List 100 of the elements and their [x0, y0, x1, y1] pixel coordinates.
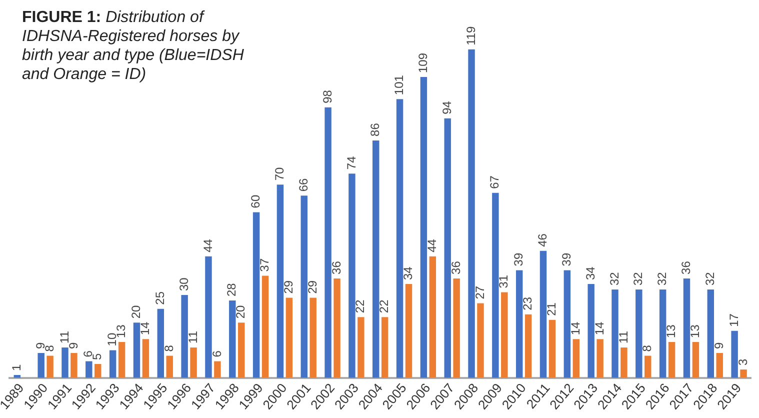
data-label: 36 — [448, 260, 463, 274]
data-label: 60 — [248, 194, 263, 208]
bar — [668, 342, 676, 378]
bar — [644, 356, 652, 378]
bar — [477, 303, 484, 378]
data-label: 17 — [726, 313, 741, 327]
data-label: 74 — [344, 156, 358, 170]
data-label: 44 — [200, 238, 215, 252]
bar — [181, 295, 188, 378]
data-label: 27 — [472, 286, 487, 300]
data-label: 9 — [66, 342, 80, 349]
data-label: 29 — [305, 280, 320, 294]
bar — [612, 290, 618, 378]
bar — [731, 330, 738, 378]
bar — [358, 317, 364, 378]
data-label: 13 — [664, 324, 678, 338]
data-label: 23 — [520, 296, 535, 310]
bar — [492, 192, 499, 378]
bar — [707, 290, 714, 378]
bar — [620, 347, 628, 378]
bar — [659, 290, 666, 378]
bar — [166, 356, 173, 378]
bar — [133, 322, 140, 378]
bar — [214, 361, 221, 378]
data-label: 39 — [559, 252, 574, 266]
data-label: 46 — [536, 233, 550, 247]
data-label: 28 — [224, 282, 239, 297]
bar — [540, 250, 547, 378]
bar — [46, 356, 54, 378]
bar — [716, 352, 723, 378]
data-label: 25 — [152, 291, 167, 305]
bar — [429, 256, 436, 378]
bar — [118, 342, 126, 378]
data-label: 94 — [440, 100, 454, 114]
bar — [405, 284, 412, 378]
bar — [109, 350, 116, 378]
bar — [396, 99, 404, 378]
data-label: 14 — [568, 322, 582, 336]
bar — [468, 49, 475, 378]
data-label: 32 — [607, 272, 622, 286]
data-label: 6 — [210, 350, 224, 358]
bar — [334, 278, 340, 378]
data-label: 36 — [329, 260, 344, 274]
bar — [310, 298, 316, 378]
bar — [524, 314, 532, 378]
data-label: 20 — [129, 304, 144, 319]
bar — [229, 300, 236, 378]
bar — [596, 339, 604, 378]
bar — [740, 370, 747, 378]
data-label: 13 — [688, 324, 702, 338]
data-label: 11 — [616, 330, 630, 344]
data-label: 22 — [377, 299, 392, 314]
data-label: 8 — [640, 344, 654, 352]
data-label: 66 — [296, 178, 310, 192]
data-label: 36 — [679, 260, 694, 274]
bar — [38, 352, 44, 378]
data-label: 101 — [392, 74, 406, 96]
bar — [190, 347, 197, 378]
data-label: 9 — [712, 342, 726, 349]
data-label: 20 — [234, 304, 248, 319]
bar — [564, 270, 571, 378]
bar — [588, 284, 594, 378]
data-label: 109 — [416, 52, 430, 74]
bar — [420, 77, 428, 378]
bar — [252, 212, 260, 378]
data-label: 22 — [353, 299, 368, 314]
bar — [300, 196, 308, 378]
chart-title: FIGURE 1: Distribution of IDHSNA-Registered horses by birth year and type (Blue=IDSH and Orange = ID) — [22, 8, 245, 84]
data-label: 44 — [424, 238, 439, 252]
data-label: 11 — [57, 330, 72, 344]
data-label: 31 — [496, 274, 511, 288]
bar — [142, 339, 150, 378]
data-label: 119 — [464, 26, 478, 46]
bar — [62, 347, 68, 378]
data-label: 37 — [258, 258, 272, 272]
data-label: 32 — [655, 272, 670, 286]
data-label: 32 — [702, 272, 717, 286]
bar — [372, 140, 380, 378]
bar — [692, 342, 700, 378]
data-label: 70 — [272, 166, 287, 181]
bar — [205, 256, 212, 378]
data-label: 14 — [138, 322, 152, 336]
bar — [636, 290, 642, 378]
data-label: 3 — [736, 358, 750, 366]
bar — [324, 107, 332, 378]
data-label: 1 — [9, 364, 24, 372]
data-label: 34 — [401, 266, 416, 280]
data-label: 34 — [583, 266, 598, 280]
bar — [86, 361, 92, 378]
bar — [94, 364, 102, 378]
data-label: 8 — [162, 344, 176, 352]
data-label: 39 — [512, 252, 526, 266]
bar — [572, 339, 580, 378]
bar — [516, 270, 523, 378]
data-label: 32 — [631, 272, 646, 286]
bar — [683, 278, 690, 378]
data-label: 29 — [281, 280, 296, 294]
data-label: 30 — [176, 277, 191, 292]
data-label: 67 — [488, 175, 502, 189]
bar — [70, 352, 78, 378]
